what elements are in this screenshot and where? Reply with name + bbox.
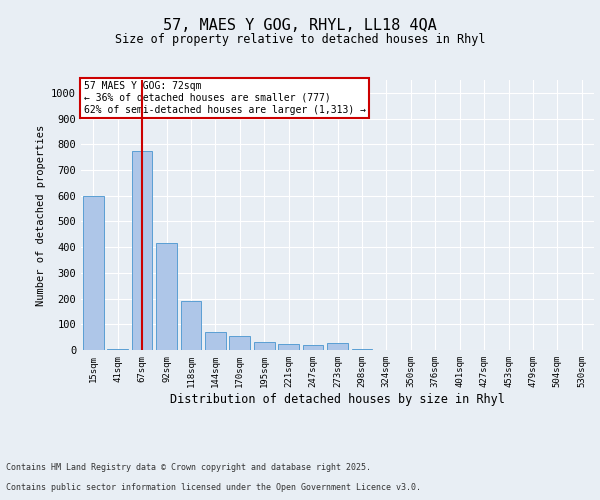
Bar (278, 344, 299, 350)
Bar (131, 150, 152, 350)
Text: 57, MAES Y GOG, RHYL, LL18 4QA: 57, MAES Y GOG, RHYL, LL18 4QA (163, 18, 437, 32)
Bar (352, 348, 373, 350)
Bar (254, 342, 275, 350)
Bar (107, 348, 128, 350)
X-axis label: Distribution of detached houses by size in Rhyl: Distribution of detached houses by size … (170, 392, 505, 406)
Bar (205, 332, 226, 350)
Bar (156, 244, 177, 350)
Bar (83, 196, 104, 350)
Text: Contains public sector information licensed under the Open Government Licence v3: Contains public sector information licen… (6, 484, 421, 492)
Bar (229, 336, 250, 350)
Bar (181, 301, 202, 350)
Text: Contains HM Land Registry data © Crown copyright and database right 2025.: Contains HM Land Registry data © Crown c… (6, 464, 371, 472)
Text: 57 MAES Y GOG: 72sqm
← 36% of detached houses are smaller (777)
62% of semi-deta: 57 MAES Y GOG: 72sqm ← 36% of detached h… (83, 82, 365, 114)
Bar (327, 343, 348, 350)
Bar (302, 345, 323, 350)
Text: Size of property relative to detached houses in Rhyl: Size of property relative to detached ho… (115, 32, 485, 46)
Y-axis label: Number of detached properties: Number of detached properties (35, 124, 46, 306)
